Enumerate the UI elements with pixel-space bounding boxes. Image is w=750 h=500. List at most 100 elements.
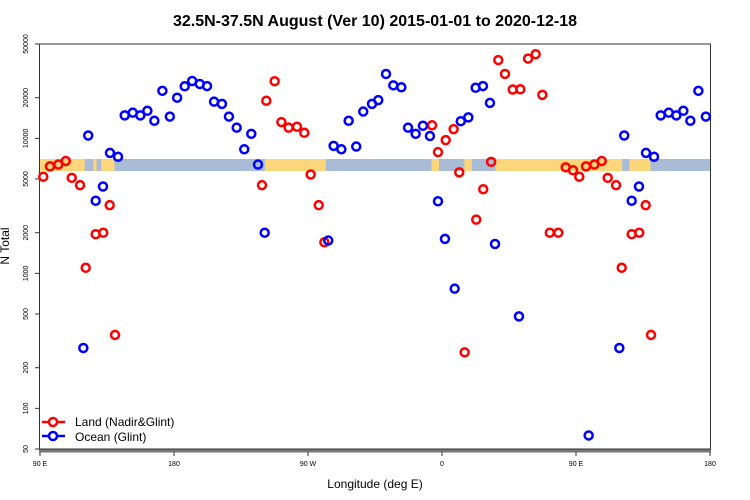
ocean-point [410, 128, 421, 140]
ocean-point [350, 141, 362, 152]
map-land [431, 159, 440, 171]
x-tick-label: 90 E [33, 461, 48, 468]
land-point [98, 227, 109, 238]
land-point [256, 179, 268, 191]
x-tick-label: 180 [704, 461, 716, 468]
ocean-point [357, 106, 369, 117]
land-point [426, 120, 438, 131]
x-tick-label: 90 E [569, 461, 584, 468]
ocean-point [239, 144, 250, 155]
land-point [74, 179, 86, 191]
land-point [261, 95, 272, 106]
land-point [602, 172, 613, 184]
ocean-point [618, 130, 630, 141]
ocean-point [489, 238, 501, 250]
ocean-point [396, 82, 407, 93]
ocean-point [513, 311, 525, 322]
ocean-point [685, 115, 696, 127]
ocean-point [640, 147, 652, 159]
ocean-point [90, 195, 101, 207]
land-point [66, 172, 77, 184]
ocean-point [252, 159, 264, 170]
ocean-point [157, 85, 168, 97]
ocean-point [424, 130, 436, 142]
land-point [499, 68, 511, 80]
ocean-point [380, 68, 392, 80]
y-axis-label: N Total [0, 227, 12, 264]
land-point [269, 75, 280, 87]
map-land [464, 159, 472, 171]
y-tick-label: 10000 [23, 129, 30, 149]
y-tick-label: 20000 [23, 88, 30, 108]
plot-frame [39, 43, 711, 450]
ocean-point [171, 92, 183, 103]
y-tick-label: 50000 [23, 34, 30, 54]
ocean-point [402, 122, 414, 133]
y-tick-label: 200 [23, 362, 30, 374]
ocean-point [336, 144, 347, 155]
land-point [616, 262, 627, 274]
ocean-point [142, 105, 153, 117]
ocean-point [373, 94, 384, 106]
land-point [553, 227, 564, 238]
land-point [537, 89, 548, 101]
land-point [109, 329, 121, 341]
ocean-point [633, 181, 645, 192]
land-point [283, 122, 294, 133]
land-point [645, 329, 657, 341]
land-point [38, 171, 49, 182]
ocean-point [477, 80, 489, 92]
ocean-point [439, 233, 451, 245]
land-point [515, 84, 526, 95]
land-point [305, 169, 316, 180]
land-point [454, 167, 465, 178]
land-point [634, 227, 645, 238]
y-tick-label: 2000 [23, 225, 30, 241]
legend: Land (Nadir&Glint) Ocean (Glint) [42, 415, 174, 444]
land-point [610, 179, 622, 191]
legend-land-label: Land (Nadir&Glint) [75, 415, 174, 429]
ocean-point [246, 128, 257, 140]
x-tick-label: 90 W [300, 461, 317, 468]
x-tick-label: 180 [168, 461, 180, 468]
map-strip [40, 159, 710, 171]
land-point [291, 121, 303, 132]
ocean-point [484, 97, 496, 109]
y-tick-label: 1000 [23, 265, 30, 281]
ocean-point [112, 151, 124, 163]
x-axis-label: Longitude (deg E) [327, 477, 422, 491]
ocean-point [104, 147, 116, 159]
land-point [299, 127, 310, 139]
land-point [80, 262, 91, 274]
ocean-point [678, 105, 689, 117]
land-point [60, 155, 72, 167]
ocean-point [97, 181, 109, 192]
ocean-point [201, 80, 213, 92]
y-tick-label: 5000 [23, 171, 30, 187]
ocean-point [693, 85, 704, 97]
ocean-point [216, 98, 228, 110]
ocean-point [223, 111, 235, 122]
land-point [313, 199, 324, 211]
y-axis-ticks: 50000 20000 10000 5000 2000 1000 500 200 100 50 [23, 34, 39, 453]
y-tick-label: 50 [23, 445, 30, 453]
ocean-point [135, 110, 146, 121]
x-tick-label: 0 [440, 461, 444, 468]
ocean-point [259, 227, 270, 238]
land-point [440, 134, 451, 146]
land-point [493, 54, 504, 66]
ocean-point [432, 196, 444, 207]
land-point [104, 199, 115, 211]
land-point [596, 155, 608, 167]
land-point [544, 227, 556, 238]
ocean-point [149, 115, 160, 127]
map-land [264, 159, 326, 171]
land-point [470, 214, 482, 225]
legend-ocean-marker [47, 430, 59, 442]
ocean-point [700, 111, 712, 122]
ocean-point [614, 342, 625, 354]
x-axis-ticks: 90 E 180 90 W 0 90 E 180 [33, 452, 716, 468]
land-point [574, 171, 585, 182]
ocean-point [463, 112, 474, 123]
